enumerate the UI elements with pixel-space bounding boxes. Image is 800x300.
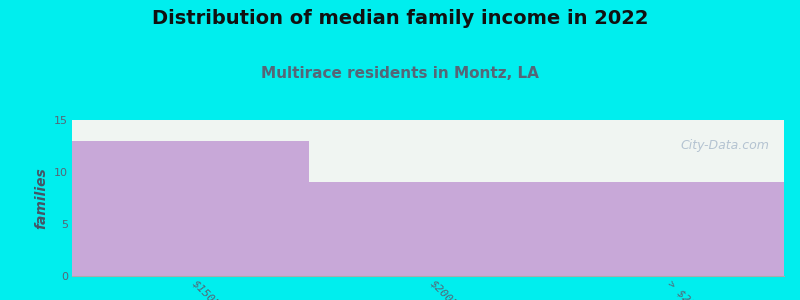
Text: Distribution of median family income in 2022: Distribution of median family income in … xyxy=(152,9,648,28)
Bar xyxy=(310,182,546,276)
Text: City-Data.com: City-Data.com xyxy=(681,139,770,152)
Bar xyxy=(546,182,784,276)
Y-axis label: families: families xyxy=(34,167,48,229)
Bar xyxy=(72,141,310,276)
Text: Multirace residents in Montz, LA: Multirace residents in Montz, LA xyxy=(261,66,539,81)
